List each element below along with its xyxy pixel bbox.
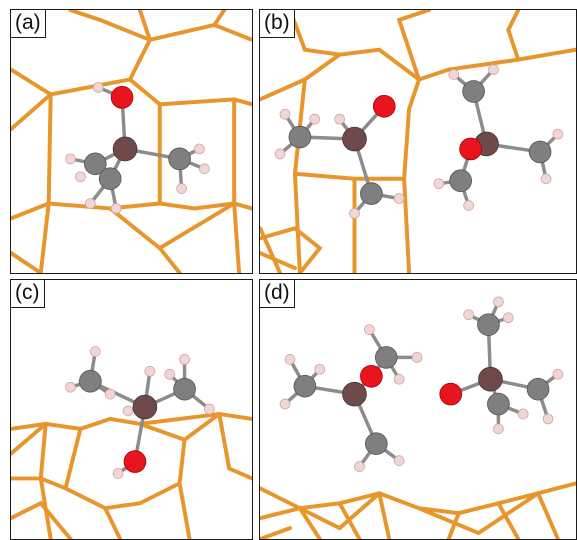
- hydrogen-atoms: [65, 82, 210, 214]
- panel-b-structure: [260, 10, 576, 273]
- molecule-bonds: [278, 67, 560, 216]
- framework-bonds: [260, 10, 576, 273]
- panel-c: (c): [10, 279, 253, 540]
- framework-bonds: [11, 10, 252, 273]
- panel-d: (d): [259, 279, 577, 540]
- panel-a-structure: [11, 10, 252, 273]
- framework-bonds: [260, 481, 576, 539]
- carbon-atoms: [79, 369, 196, 401]
- panel-a: (a): [10, 9, 253, 274]
- panel-c-structure: [11, 346, 252, 539]
- panel-d-structure: [260, 296, 576, 539]
- carbon-atoms: [83, 147, 191, 190]
- carbon-atoms: [293, 313, 550, 456]
- hydrogen-atoms: [65, 346, 215, 479]
- metal-center-atom: [132, 394, 158, 420]
- panel-a-label: (a): [11, 10, 46, 38]
- metal-center-atoms: [342, 126, 499, 157]
- carbon-atoms: [288, 80, 552, 205]
- oxygen-atom: [123, 450, 147, 473]
- panel-d-label: (d): [260, 280, 295, 308]
- oxygen-atoms: [360, 364, 463, 406]
- hydrogen-atoms: [274, 64, 564, 219]
- metal-center-atom: [112, 136, 138, 162]
- framework-bonds: [11, 411, 252, 539]
- hydrogen-atoms: [279, 296, 564, 472]
- molecule-bonds: [283, 300, 560, 469]
- metal-center-atoms: [342, 366, 503, 407]
- panel-c-label: (c): [11, 280, 45, 308]
- oxygen-atoms: [372, 94, 482, 161]
- panel-b-label: (b): [260, 10, 295, 38]
- panel-b: (b): [259, 9, 577, 274]
- oxygen-atom: [110, 86, 134, 109]
